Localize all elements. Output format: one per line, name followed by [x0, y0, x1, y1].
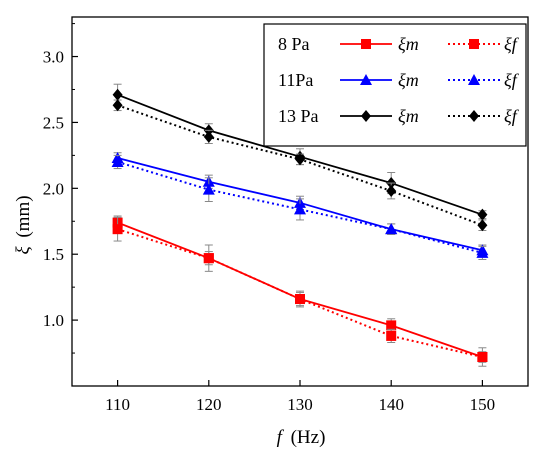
y-tick-label: 1.0 [43, 311, 64, 330]
data-point [203, 130, 214, 143]
data-point [295, 153, 305, 166]
y-tick-label: 1.5 [43, 245, 64, 264]
y-axis-ticks: 1.0 1.5 2.0 2.5 3.0 [43, 23, 78, 354]
data-point [202, 183, 215, 195]
legend-m-label: ξm [398, 106, 419, 126]
x-tick-label: 150 [470, 395, 496, 414]
legend-solid-marker [361, 110, 371, 122]
legend-row-label: 11Pa [278, 70, 313, 90]
data-point [385, 223, 398, 235]
series-1 [112, 216, 488, 367]
legend-row-label: 13 Pa [278, 106, 319, 126]
x-tick-label: 120 [196, 395, 222, 414]
legend-box [263, 23, 527, 147]
data-point [476, 246, 489, 258]
series-3 [111, 154, 489, 260]
data-point [477, 352, 488, 363]
x-axis-label: f (Hz) [277, 427, 326, 448]
series-line [117, 221, 483, 358]
data-point [386, 320, 397, 331]
data-point [294, 203, 306, 215]
x-tick-label: 110 [105, 395, 130, 414]
legend-dotted-marker [469, 39, 479, 49]
y-axis-label-unit: (mm) [13, 195, 34, 237]
legend-solid-marker [361, 39, 371, 49]
data-point [386, 184, 397, 197]
legend-row-label: 8 Pa [278, 34, 310, 54]
data-point [477, 219, 488, 232]
data-point [112, 99, 123, 112]
series-5 [112, 99, 488, 232]
legend-f-label: ξf [504, 70, 520, 90]
y-axis-label-var: ξ [13, 246, 34, 255]
data-point [477, 208, 488, 221]
data-point [386, 330, 397, 341]
y-tick-label: 3.0 [43, 48, 64, 67]
legend-m-label: ξm [398, 70, 419, 90]
x-axis-label-var: f [277, 427, 285, 448]
x-axis-ticks: 110 120 130 140 150 [105, 380, 495, 414]
legend-dotted-marker [468, 74, 480, 85]
legend-f-label: ξf [504, 34, 520, 54]
x-axis-label-unit: (Hz) [291, 427, 326, 448]
legend: 8 Pa ξm ξf 11Pa ξm ξf 13 Pa ξm ξf [263, 23, 527, 147]
legend-dotted-marker [469, 110, 479, 122]
legend-solid-marker [360, 74, 372, 85]
y-tick-label: 2.5 [43, 113, 64, 132]
data-point [112, 88, 123, 101]
x-tick-label: 130 [287, 395, 313, 414]
y-tick-label: 2.0 [43, 179, 64, 198]
data-point [112, 224, 123, 235]
x-tick-label: 140 [378, 395, 404, 414]
y-axis-label: ξ (mm) [13, 195, 34, 254]
data-point [111, 155, 124, 167]
series-layer [111, 83, 489, 367]
data-point [203, 253, 214, 264]
data-point [295, 294, 305, 305]
legend-f-label: ξf [504, 106, 520, 126]
legend-m-label: ξm [398, 34, 419, 54]
